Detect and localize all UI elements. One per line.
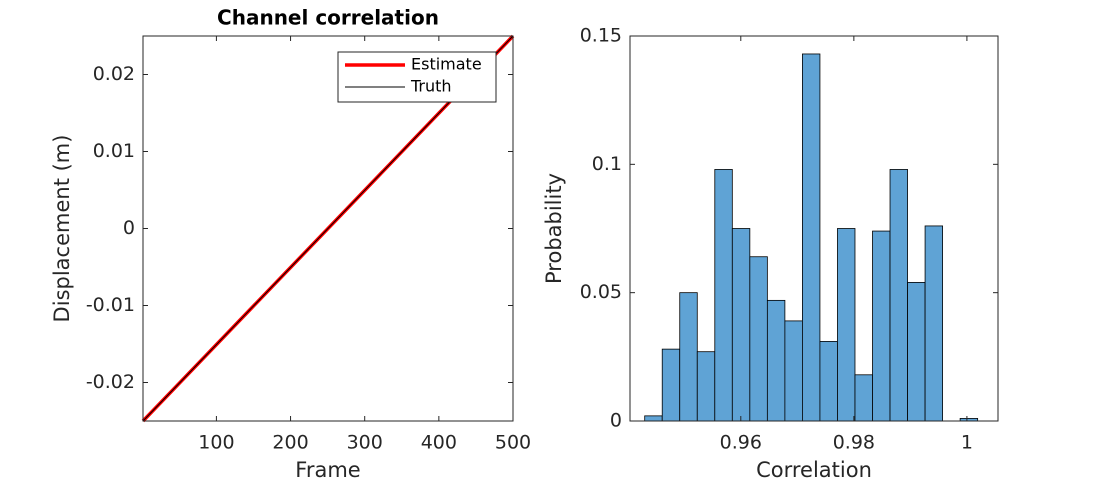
- x-tick-label: 400: [421, 432, 457, 454]
- axes-box: [629, 35, 999, 422]
- histogram-bar: [854, 374, 873, 422]
- y-tick-label: 0.02: [93, 63, 135, 85]
- x-tick-label: 500: [495, 432, 531, 454]
- histogram-bar: [731, 228, 751, 422]
- y-tick-label: 0.01: [93, 140, 135, 162]
- y-tick-label: -0.01: [86, 294, 135, 316]
- legend-label: Estimate: [411, 55, 482, 74]
- y-tick-label: 0: [610, 410, 622, 432]
- histogram-bar: [714, 169, 733, 422]
- histogram-bar: [819, 341, 838, 422]
- x-tick-label: 0.98: [833, 432, 875, 454]
- histogram-bar: [837, 228, 856, 422]
- x-axis-label: Correlation: [756, 458, 872, 481]
- histogram-bar: [907, 281, 926, 422]
- y-tick-label: 0.1: [592, 153, 622, 175]
- x-axis-label: Frame: [295, 458, 360, 481]
- x-tick-label: 1: [961, 432, 973, 454]
- y-tick-label: 0.15: [580, 25, 622, 47]
- y-tick-label: 0.05: [580, 281, 622, 303]
- y-tick-label: -0.02: [86, 371, 135, 393]
- histogram-bar: [802, 53, 821, 422]
- histogram-bar: [872, 230, 891, 422]
- y-axis-label: Displacement (m): [50, 135, 74, 323]
- y-axis-label: Probability: [542, 173, 566, 284]
- histogram-bar: [784, 320, 803, 422]
- histogram-bar: [889, 169, 908, 422]
- histogram-bar: [679, 292, 698, 422]
- x-tick-label: 0.96: [720, 432, 762, 454]
- x-tick-label: 200: [272, 432, 308, 454]
- histogram-bar: [661, 348, 681, 422]
- chart-title: Channel correlation: [217, 6, 439, 30]
- histogram-bar: [644, 415, 663, 422]
- x-tick-label: 100: [198, 432, 234, 454]
- histogram-bar: [924, 225, 944, 422]
- legend-label: Truth: [410, 77, 452, 96]
- y-tick-label: 0: [123, 217, 135, 239]
- x-tick-label: 300: [347, 432, 383, 454]
- histogram-bar: [749, 256, 768, 422]
- histogram-bar: [696, 351, 716, 422]
- histogram-bar: [766, 299, 786, 422]
- legend-box: [337, 51, 497, 103]
